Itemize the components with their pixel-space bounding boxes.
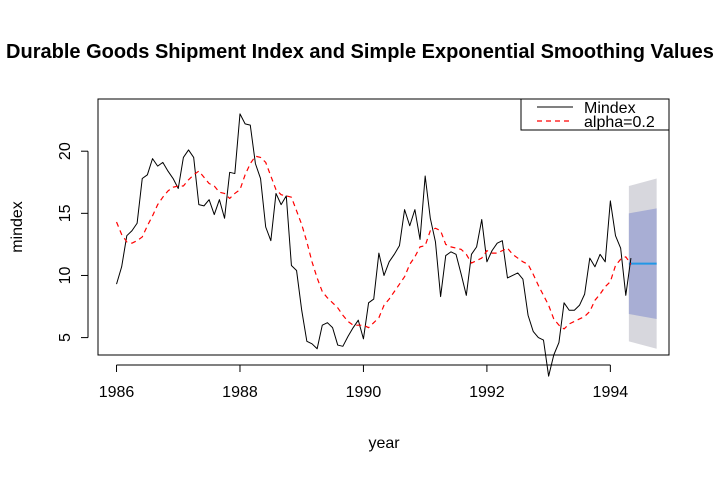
series-line-alpha bbox=[115, 155, 632, 330]
legend: Mindex alpha=0.2 bbox=[520, 98, 670, 131]
legend-box bbox=[520, 98, 670, 131]
y-tick-label: 15 bbox=[57, 204, 74, 222]
x-axis-label: year bbox=[368, 435, 400, 452]
x-tick-label: 1990 bbox=[346, 384, 382, 401]
x-tick-label: 1994 bbox=[593, 384, 629, 401]
x-axis: 1986 1988 1990 1992 1994 bbox=[99, 364, 629, 401]
legend-label-mindex: Mindex bbox=[584, 100, 636, 117]
forecast-layer bbox=[628, 178, 657, 349]
legend-label-alpha: alpha=0.2 bbox=[584, 114, 655, 131]
x-tick-label: 1988 bbox=[222, 384, 258, 401]
series-line-mindex bbox=[116, 113, 632, 377]
chart-title: Durable Goods Shipment Index and Simple … bbox=[6, 41, 714, 63]
y-tick-label: 10 bbox=[57, 266, 74, 284]
plot-area bbox=[97, 98, 670, 377]
y-tick-label: 20 bbox=[57, 142, 74, 160]
y-tick-label: 5 bbox=[57, 333, 74, 342]
x-tick-label: 1992 bbox=[469, 384, 505, 401]
plot-frame bbox=[97, 98, 670, 356]
y-axis: 5 10 15 20 bbox=[57, 142, 89, 342]
y-axis-label: mindex bbox=[9, 201, 26, 253]
series-layer bbox=[115, 113, 632, 377]
x-tick-label: 1986 bbox=[99, 384, 135, 401]
